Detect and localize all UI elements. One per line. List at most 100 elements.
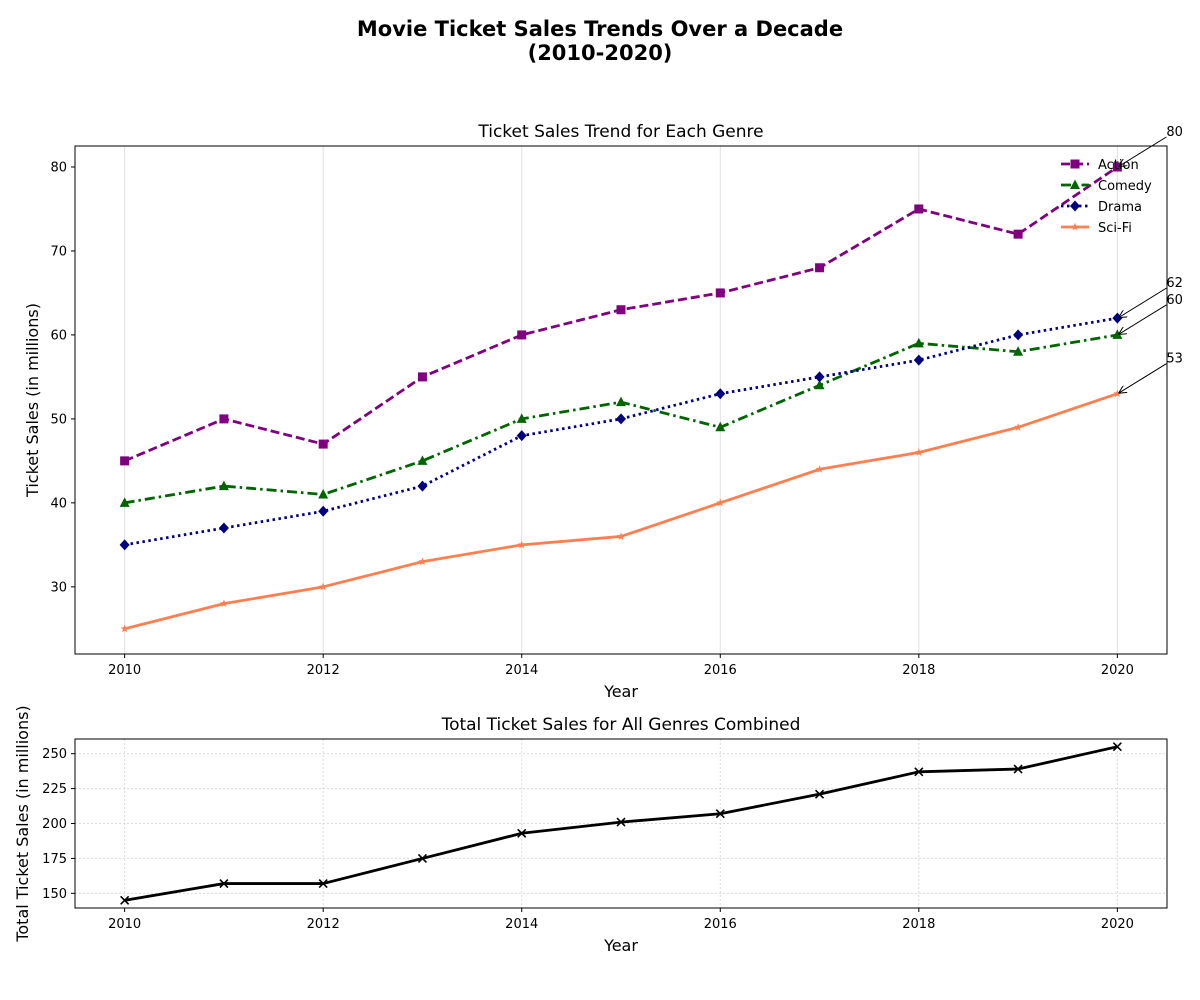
annotation-comedy: 60 [1119,293,1183,334]
legend-marker [1071,222,1079,231]
data-point-drama [1112,312,1123,324]
y-tick-label: 30 [50,580,67,595]
data-point-total [715,809,725,819]
x-axis-label: Year [603,682,638,701]
data-point-sci-fi [815,465,824,473]
data-point-total [120,895,130,905]
data-point-sci-fi [1014,423,1023,431]
legend-item-comedy: Comedy [1061,179,1152,194]
data-point-action [914,204,924,214]
series-drama [119,312,1123,551]
y-axis: 30 40 50 60 70 80 [50,160,75,595]
data-point-comedy [1112,329,1123,339]
data-point-total [616,817,626,827]
data-point-drama [814,371,825,383]
annotation-label: 60 [1166,293,1183,308]
figure-title-line-2: (2010-2020) [527,41,673,65]
data-point-sci-fi [517,540,526,549]
y-axis-label: Ticket Sales (in millions) [23,303,42,498]
x-tick-label: 2012 [307,917,340,932]
data-point-action [715,288,725,298]
series-action [120,162,1122,466]
annotation-arrow [1119,136,1167,166]
chart-title: Total Ticket Sales for All Genres Combin… [441,715,801,735]
total-sales-chart: 2010 2012 2014 2016 2018 2020 150 175 200 225 250 T… [13,705,1168,955]
legend-label: Comedy [1098,179,1152,194]
genre-trend-chart: 80 62 60 53 2010 2012 2014 2016 2018 2020 30 40 50 60… [23,122,1183,701]
y-tick-label: 250 [42,747,67,762]
chart-title: Ticket Sales Trend for Each Genre [477,122,763,142]
data-point-action [318,439,328,449]
annotation-label: 53 [1166,352,1183,367]
data-point-sci-fi [914,448,923,456]
series-line-sci-fi [124,392,1118,631]
x-axis: 2010 2012 2014 2016 2018 2020 [108,908,1134,932]
data-point-comedy [913,337,924,348]
data-point-comedy [1013,346,1024,356]
annotation-label: 80 [1166,125,1183,140]
y-tick-label: 40 [50,496,67,511]
data-point-action [417,372,427,382]
data-point-total [1112,742,1122,752]
data-point-comedy [417,455,428,465]
data-point-total [219,878,229,889]
legend-marker [1070,179,1080,189]
data-point-total [914,767,924,777]
data-point-total [1013,764,1023,774]
figure-title: Movie Ticket Sales Trends Over a Decade … [0,17,1200,65]
x-tick-label: 2018 [902,917,935,932]
x-tick-label: 2014 [505,917,538,932]
data-point-comedy [715,421,726,432]
data-point-comedy [318,488,329,499]
x-tick-label: 2020 [1101,663,1134,678]
data-point-sci-fi [219,599,228,608]
x-tick-label: 2020 [1101,917,1134,932]
annotation-label: 62 [1166,276,1183,291]
data-point-comedy [814,379,825,390]
data-point-sci-fi [1113,389,1122,398]
x-axis-label: Year [603,936,638,955]
grid-lines [124,146,1118,654]
data-point-sci-fi [418,557,427,566]
annotation-arrow [1119,304,1167,334]
y-tick-label: 200 [42,817,67,832]
x-tick-label: 2016 [704,917,737,932]
data-point-total [318,878,328,889]
data-point-comedy [218,480,229,491]
data-point-action [517,330,527,340]
annotation-arrow [1119,287,1167,317]
data-point-action [616,305,626,315]
x-tick-label: 2018 [902,663,935,678]
axes-frame [74,145,1168,655]
data-point-action [1013,229,1023,239]
data-point-total [517,828,527,838]
y-tick-label: 175 [42,852,67,867]
y-tick-label: 50 [50,412,67,427]
x-axis: 2010 2012 2014 2016 2018 2020 [108,654,1134,678]
y-axis: 150 175 200 225 250 [42,747,75,902]
data-point-action [1112,162,1122,172]
data-point-sci-fi [716,498,725,507]
data-point-sci-fi [617,532,625,540]
annotation-arrow [1119,363,1167,393]
y-tick-label: 225 [42,782,67,797]
annotation-sci-fi: 53 [1119,352,1183,393]
x-tick-label: 2014 [505,663,538,678]
data-point-comedy [616,396,626,407]
annotation-drama: 62 [1119,276,1183,317]
data-point-comedy [516,413,527,423]
data-point-action [219,414,229,424]
data-point-action [120,456,130,466]
x-tick-label: 2012 [307,663,340,678]
data-point-drama [1013,329,1024,341]
data-point-drama [318,505,329,517]
y-tick-label: 70 [50,244,67,259]
data-point-drama [616,413,626,425]
x-tick-label: 2010 [108,663,141,678]
data-point-drama [417,480,428,492]
legend-label: Drama [1098,200,1142,215]
y-axis-label: Total Ticket Sales (in millions) [13,705,32,942]
data-point-drama [715,388,726,400]
